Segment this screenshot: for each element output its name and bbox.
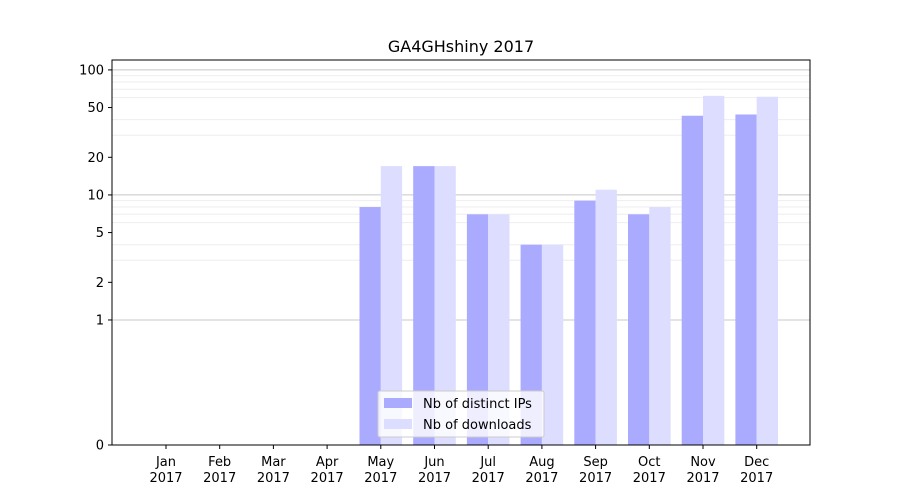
bar-distinct-ips-may [359,207,381,445]
y-tick-label: 10 [87,188,104,203]
x-tick-label-month: Nov [690,455,716,470]
legend: Nb of distinct IPs Nb of downloads [377,390,545,438]
legend-label-distinct-ips: Nb of distinct IPs [423,397,532,412]
x-tick-label-month: May [367,455,394,470]
bar-distinct-ips-dec [735,114,757,445]
bar-distinct-ips-nov [681,115,703,445]
legend-swatch-distinct-ips [384,398,412,408]
x-tick-label-year: 2017 [686,471,719,486]
x-tick-label-year: 2017 [579,471,612,486]
y-tick-label: 1 [96,313,104,328]
bar-downloads-dec [756,96,778,445]
bar-distinct-ips-jun [413,166,435,445]
x-tick-label-year: 2017 [311,471,344,486]
y-tick-label: 5 [96,226,104,241]
x-tick-label-month: Oct [638,455,660,470]
bar-distinct-ips-sep [574,200,596,445]
bar-downloads-nov [703,95,725,446]
y-tick-label: 100 [79,63,104,78]
x-tick-label-year: 2017 [364,471,397,486]
y-tick-label: 2 [96,276,104,291]
plot-frame [111,59,811,446]
x-tick-label-month: Jan [155,455,176,470]
x-tick-label-month: Jun [423,455,444,470]
bar-downloads-may [380,166,403,445]
x-axis: Jan2017Feb2017Mar2017Apr2017May2017Jun20… [149,445,773,486]
x-tick-label-month: Mar [261,455,286,470]
x-tick-label-year: 2017 [525,471,558,486]
bar-distinct-ips-jul [466,214,489,445]
y-tick-label: 0 [96,439,104,454]
bar-downloads-oct [649,207,671,445]
x-tick-label-month: Feb [208,455,231,470]
x-tick-label-month: Dec [744,455,769,470]
legend-box [377,390,545,438]
x-tick-label-year: 2017 [257,471,290,486]
x-tick-label-month: Jul [479,455,496,470]
y-tick-label: 20 [87,151,104,166]
bar-downloads-sep [595,189,617,445]
x-tick-label-month: Sep [583,455,608,470]
bars [359,95,778,446]
x-tick-label-year: 2017 [633,471,666,486]
y-axis: 0 1 2 5 10 20 50 100 [79,63,112,454]
bar-downloads-aug [541,244,564,445]
legend-label-downloads: Nb of downloads [423,418,532,433]
x-tick-label-year: 2017 [740,471,773,486]
bar-distinct-ips-oct [628,214,650,445]
legend-swatch-downloads [384,419,412,429]
x-tick-label-month: Apr [316,455,339,470]
x-tick-label-year: 2017 [149,471,182,486]
bar-downloads-jul [488,214,510,445]
chart-title: GA4GHshiny 2017 [388,37,534,56]
x-tick-label-year: 2017 [203,471,236,486]
y-tick-label: 50 [87,101,104,116]
x-tick-label-year: 2017 [472,471,505,486]
x-tick-label-year: 2017 [418,471,451,486]
x-tick-label-month: Aug [529,455,554,470]
bar-downloads-jun [434,166,456,445]
